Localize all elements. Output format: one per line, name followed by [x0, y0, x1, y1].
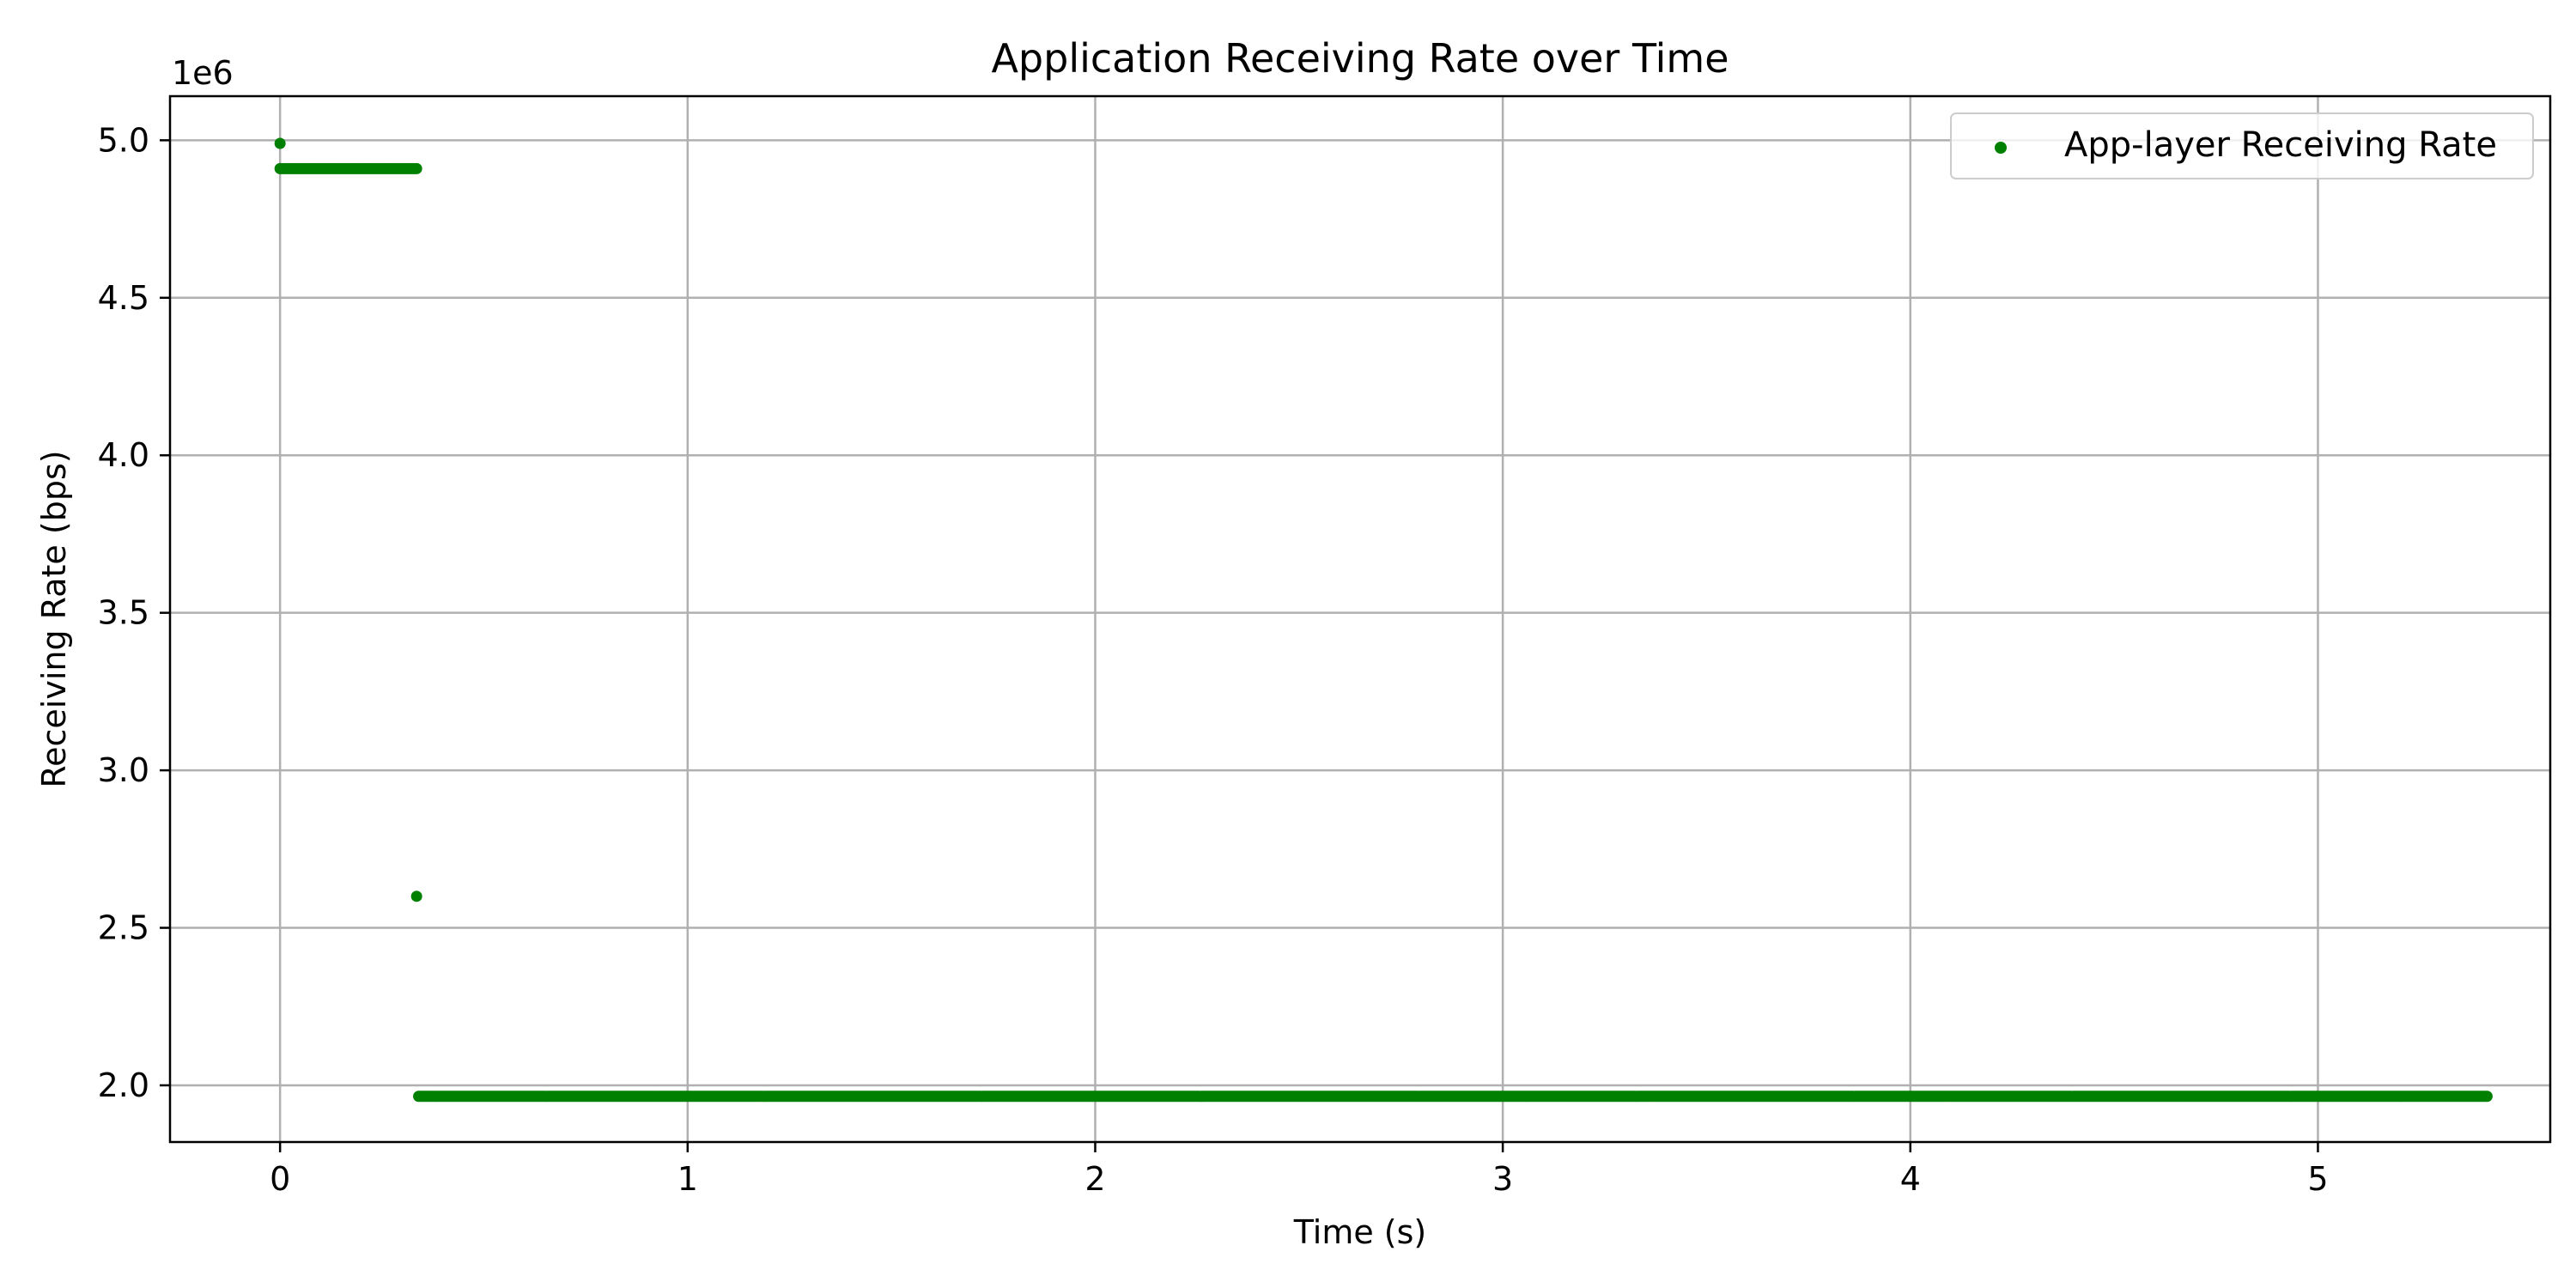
y-tick-label: 5.0	[98, 121, 149, 159]
y-tick-label: 4.5	[98, 279, 149, 317]
data-point	[410, 890, 422, 902]
data-point	[410, 162, 422, 174]
x-tick-label: 5	[2307, 1160, 2328, 1198]
plot-background	[170, 96, 2550, 1142]
plot-frame	[168, 94, 2552, 1144]
y-tick-label: 2.0	[98, 1066, 149, 1104]
legend-box	[1950, 112, 2534, 179]
chart-title: Application Receiving Rate over Time	[991, 35, 1728, 82]
axis-ticks: 0 1 2 3 4 5 2.0 2.5 3.0 3.5 4.0 4.5 5.0	[98, 121, 2329, 1198]
y-tick-label: 3.5	[98, 594, 149, 632]
y-axis-label: Receiving Rate (bps)	[35, 450, 73, 787]
data-point	[274, 137, 286, 149]
x-tick-label: 0	[270, 1160, 290, 1198]
y-tick-label: 2.5	[98, 909, 149, 947]
legend: App-layer Receiving Rate	[1950, 112, 2534, 179]
x-tick-label: 2	[1084, 1160, 1105, 1198]
legend-label: App-layer Receiving Rate	[2064, 125, 2497, 165]
legend-marker	[1995, 142, 2007, 154]
y-tick-label: 4.0	[98, 436, 149, 474]
x-tick-label: 3	[1492, 1160, 1513, 1198]
x-tick-label: 4	[1900, 1160, 1921, 1198]
data-points	[274, 137, 2493, 1103]
x-tick-label: 1	[677, 1160, 698, 1198]
y-tick-label: 3.0	[98, 751, 149, 789]
data-point	[2481, 1091, 2493, 1103]
y-axis-offset-label: 1e6	[172, 54, 234, 92]
x-axis-label: Time (s)	[1293, 1213, 1427, 1251]
